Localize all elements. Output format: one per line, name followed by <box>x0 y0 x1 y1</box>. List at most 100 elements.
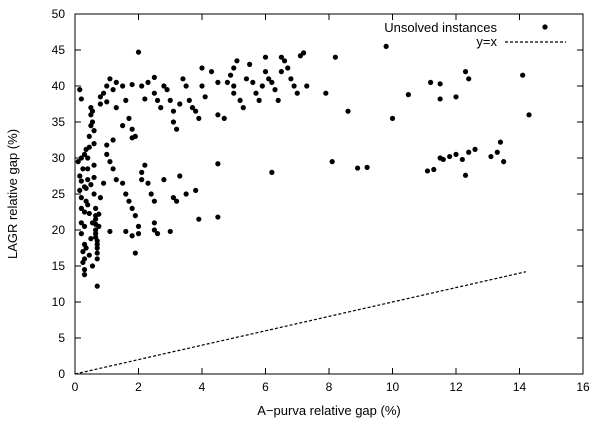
data-point <box>262 54 269 60</box>
data-point <box>129 233 135 239</box>
data-point <box>466 149 472 155</box>
data-point <box>237 97 243 103</box>
data-point <box>85 177 91 183</box>
series-line-y-equals-x <box>74 271 526 375</box>
data-point <box>81 209 88 215</box>
data-point <box>304 83 310 89</box>
data-point <box>91 128 97 134</box>
data-point <box>86 133 92 139</box>
x-tick-label: 4 <box>199 380 206 394</box>
data-point <box>262 69 269 75</box>
data-point <box>80 249 86 255</box>
data-point <box>139 169 145 175</box>
data-point <box>501 159 507 165</box>
data-point <box>167 228 173 235</box>
data-point <box>89 119 96 125</box>
data-point <box>132 250 138 256</box>
data-point <box>120 180 126 186</box>
data-point <box>97 94 103 100</box>
data-point <box>93 205 99 211</box>
data-point <box>354 165 361 171</box>
data-point <box>85 202 91 208</box>
data-point <box>129 126 135 132</box>
data-point <box>80 166 86 172</box>
data-point <box>437 81 443 87</box>
data-point <box>250 79 256 85</box>
data-point <box>161 177 167 183</box>
x-tick-label: 6 <box>262 380 269 394</box>
data-point <box>110 137 116 143</box>
data-point <box>170 195 177 201</box>
data-point <box>89 263 96 269</box>
data-point <box>135 231 142 237</box>
data-point <box>196 115 202 121</box>
data-point <box>104 142 110 148</box>
data-point <box>462 172 469 178</box>
x-tick-label: 2 <box>135 380 142 394</box>
data-point <box>151 198 157 204</box>
data-point <box>83 146 89 152</box>
legend-marker-unsolved <box>542 24 548 30</box>
data-point <box>227 72 234 78</box>
y-tick-label: 10 <box>52 295 66 309</box>
data-point <box>78 231 84 237</box>
data-point <box>145 79 151 85</box>
y-tick-label: 15 <box>52 259 66 273</box>
data-point <box>167 97 173 103</box>
data-point <box>78 155 84 161</box>
data-point <box>129 81 135 88</box>
data-point <box>428 79 434 85</box>
data-point <box>81 272 88 278</box>
data-point <box>199 65 205 71</box>
data-point <box>193 108 199 114</box>
data-point <box>142 96 148 102</box>
data-point <box>120 83 126 89</box>
data-point <box>323 90 329 96</box>
data-point <box>89 220 96 226</box>
data-point <box>107 159 113 165</box>
data-point <box>94 256 100 262</box>
y-axis-title: LAGR relative gap (%) <box>5 129 20 259</box>
x-tick-label: 10 <box>386 380 400 394</box>
data-point <box>269 169 275 175</box>
data-point <box>132 133 138 139</box>
y-tick-label: 20 <box>52 223 66 237</box>
data-point <box>132 213 138 219</box>
data-point <box>120 123 126 129</box>
data-point <box>94 250 100 256</box>
data-point <box>154 231 161 237</box>
data-point <box>440 156 446 163</box>
data-point <box>253 90 259 96</box>
data-point <box>259 83 265 89</box>
x-axis-title: A−purva relative gap (%) <box>257 403 400 418</box>
data-point <box>113 79 119 85</box>
data-point <box>231 83 237 89</box>
data-point <box>462 69 469 75</box>
y-tick-label: 30 <box>52 151 66 165</box>
data-point <box>278 54 284 60</box>
data-point <box>231 90 237 96</box>
data-point <box>488 153 494 160</box>
data-point <box>193 187 199 193</box>
x-tick-label: 0 <box>72 380 79 394</box>
data-point <box>208 69 215 75</box>
data-point <box>78 220 84 226</box>
data-point <box>97 101 103 107</box>
legend-label-unsolved: Unsolved instances <box>384 20 497 35</box>
y-tick-label: 35 <box>52 115 66 129</box>
data-point <box>91 174 97 181</box>
data-point <box>88 236 94 242</box>
data-point <box>123 191 129 197</box>
data-point <box>269 79 275 85</box>
y-tick-label: 40 <box>52 79 66 93</box>
data-point <box>453 94 459 100</box>
data-point <box>135 49 142 55</box>
data-point <box>85 166 91 172</box>
data-point <box>526 112 532 118</box>
data-point <box>78 205 84 211</box>
data-point <box>447 153 453 160</box>
data-point <box>243 76 250 82</box>
data-point <box>93 227 99 233</box>
data-point <box>294 90 300 96</box>
data-point <box>77 173 83 179</box>
